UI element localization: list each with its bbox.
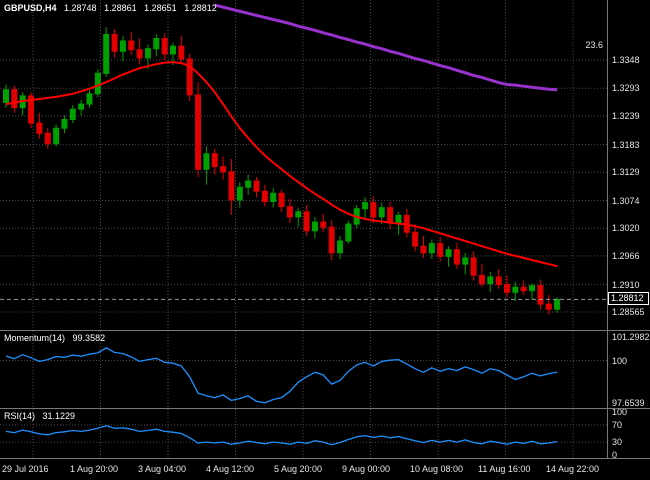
rsi-label: RSI(14) 31.1229	[4, 411, 75, 421]
momentum-axis-label: 97.6539	[612, 398, 645, 408]
price-axis-label: 1.3293	[612, 83, 640, 94]
rsi-axis-label: 0	[612, 449, 618, 460]
price-axis-label: 1.2910	[612, 279, 640, 290]
price-axis-label: 1.3239	[612, 110, 640, 121]
time-axis-label: 1 Aug 20:00	[70, 464, 119, 474]
fib-236-label: 23.6	[585, 40, 603, 51]
rsi-axis-label: 100	[612, 407, 628, 417]
low-value: 1.28651	[144, 3, 177, 13]
rsi-panel[interactable]: RSI(14) 31.1229	[0, 409, 607, 458]
price-axis-label: 1.3348	[612, 55, 640, 65]
ohlc-readout: GBPUSD,H4 1.28748 1.28861 1.28651 1.2881…	[4, 3, 222, 13]
momentum-name: Momentum(14)	[4, 333, 66, 343]
price-axis-label: 1.3074	[612, 195, 640, 206]
price-axis[interactable]: 1.28812 1.3348 1.3293 1.3239 1.3183 1.3129 1.…	[608, 0, 650, 460]
momentum-label: Momentum(14) 99.3582	[4, 333, 105, 343]
momentum-axis-label: 101.2982	[612, 332, 650, 342]
time-axis-label: 4 Aug 12:00	[206, 464, 255, 474]
time-axis-label: 9 Aug 00:00	[342, 464, 391, 474]
time-axis-label: 11 Aug 16:00	[478, 464, 531, 474]
time-axis-label: 5 Aug 20:00	[274, 464, 323, 474]
momentum-canvas[interactable]	[0, 331, 607, 408]
time-axis[interactable]: 29 Jul 2016 1 Aug 20:00 3 Aug 04:00 4 Aug 1…	[0, 459, 650, 480]
momentum-axis-label: 100	[612, 355, 628, 366]
time-axis-label: 29 Jul 2016	[2, 464, 49, 474]
symbol-timeframe: GBPUSD,H4	[4, 3, 57, 13]
panel-separator	[0, 458, 650, 459]
candlestick-canvas[interactable]	[0, 0, 607, 330]
price-axis-label: 1.3020	[612, 223, 640, 234]
time-axis-label: 10 Aug 08:00	[410, 464, 464, 474]
panel-separator[interactable]	[0, 330, 650, 331]
momentum-value: 99.3582	[72, 333, 106, 343]
panel-separator[interactable]	[0, 408, 650, 409]
price-axis-label: 1.28565	[612, 307, 645, 318]
candlestick-chart[interactable]: GBPUSD,H4 1.28748 1.28861 1.28651 1.2881…	[0, 0, 607, 330]
price-axis-label: 1.3129	[612, 167, 640, 178]
rsi-axis-label: 70	[612, 419, 623, 430]
momentum-panel[interactable]: Momentum(14) 99.3582	[0, 331, 607, 408]
time-axis-label: 14 Aug 22:00	[546, 464, 600, 474]
rsi-axis-label: 30	[612, 437, 623, 448]
price-axis-label: 1.2966	[612, 250, 640, 261]
rsi-value: 31.1229	[42, 411, 76, 421]
rsi-name: RSI(14)	[4, 411, 36, 421]
price-axis-label: 1.3183	[612, 139, 640, 150]
close-value: 1.28812	[184, 3, 217, 13]
current-price-tag: 1.28812	[608, 292, 649, 306]
open-value: 1.28748	[64, 3, 97, 13]
high-value: 1.28861	[104, 3, 137, 13]
axis-separator	[607, 0, 608, 458]
time-axis-label: 3 Aug 04:00	[138, 464, 187, 474]
rsi-canvas[interactable]	[0, 409, 607, 458]
